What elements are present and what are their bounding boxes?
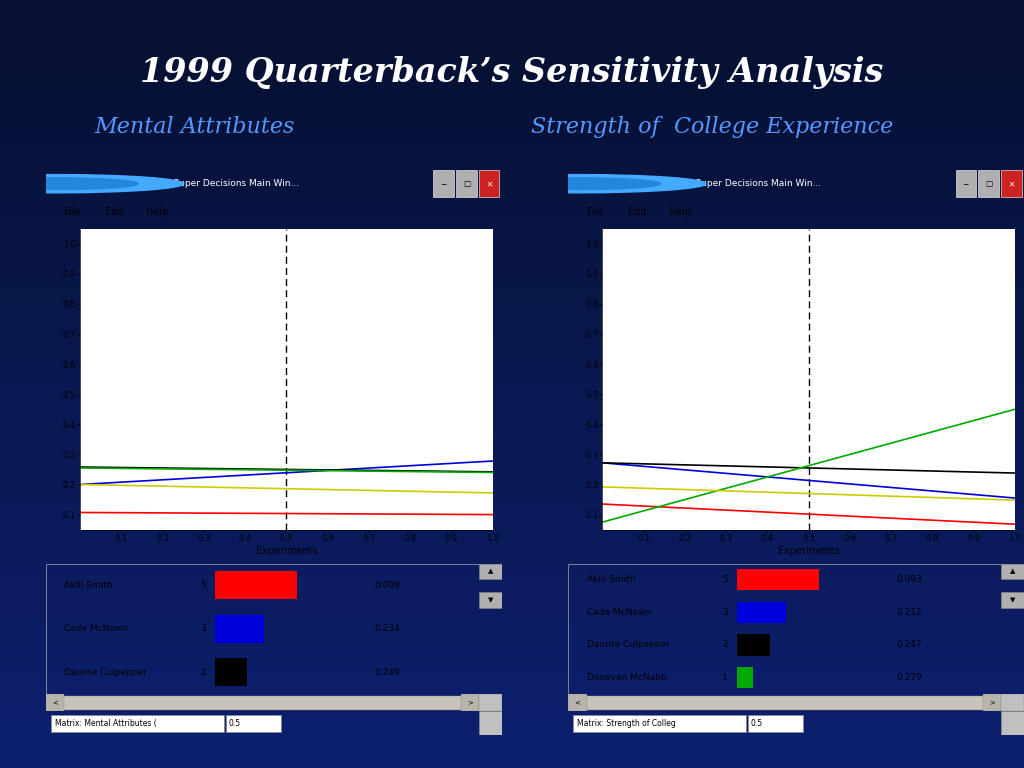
Text: 3: 3 xyxy=(200,624,206,633)
Text: File: File xyxy=(65,207,81,217)
Bar xyxy=(479,592,502,607)
Text: Cade McNown: Cade McNown xyxy=(587,608,650,617)
Bar xyxy=(433,170,454,197)
Text: ✕: ✕ xyxy=(1009,179,1015,188)
Text: 1999 Quarterback’s Sensitivity Analysis: 1999 Quarterback’s Sensitivity Analysis xyxy=(140,57,884,89)
Circle shape xyxy=(0,178,138,190)
Circle shape xyxy=(497,178,660,190)
Bar xyxy=(479,564,502,579)
Text: ▼: ▼ xyxy=(487,597,493,603)
Text: 0.5: 0.5 xyxy=(751,719,763,728)
X-axis label: Experiments: Experiments xyxy=(778,545,840,555)
Bar xyxy=(215,614,264,643)
Bar xyxy=(568,696,1024,710)
Bar xyxy=(479,694,502,711)
Text: Strength of  College Experience: Strength of College Experience xyxy=(530,116,893,137)
Text: ─: ─ xyxy=(441,179,446,188)
Bar xyxy=(479,711,502,735)
Text: 0.5: 0.5 xyxy=(228,719,241,728)
Bar xyxy=(983,694,1001,711)
Bar xyxy=(1001,694,1024,711)
Bar xyxy=(226,715,281,732)
Bar xyxy=(1001,711,1024,735)
Bar xyxy=(737,602,786,623)
Bar xyxy=(737,569,819,591)
Text: ─: ─ xyxy=(964,179,969,188)
Bar xyxy=(479,170,500,197)
Bar xyxy=(1001,564,1024,579)
Text: Donovan McNabb: Donovan McNabb xyxy=(587,673,667,682)
Text: 0.212: 0.212 xyxy=(896,608,922,617)
Text: 0.093: 0.093 xyxy=(896,575,923,584)
Text: <: < xyxy=(574,700,581,706)
Text: Daunte Culpepper: Daunte Culpepper xyxy=(65,667,147,677)
Text: Edit: Edit xyxy=(628,207,646,217)
Bar xyxy=(979,170,999,197)
Text: Sensitivity analysis for Super Decisions Main Win...: Sensitivity analysis for Super Decisions… xyxy=(68,179,299,188)
Text: Daunte Culpepper: Daunte Culpepper xyxy=(587,641,670,650)
Text: 5: 5 xyxy=(200,581,206,590)
X-axis label: Experiments: Experiments xyxy=(256,545,317,555)
Text: >: > xyxy=(989,700,995,706)
Text: Sensitivity analysis for Super Decisions Main Win...: Sensitivity analysis for Super Decisions… xyxy=(590,179,821,188)
Text: 3: 3 xyxy=(722,608,728,617)
Text: Cade McNown: Cade McNown xyxy=(65,624,128,633)
Text: Help: Help xyxy=(669,207,691,217)
Bar xyxy=(737,634,770,656)
Bar xyxy=(461,694,479,711)
Bar xyxy=(456,170,477,197)
Text: ▼: ▼ xyxy=(1010,597,1015,603)
Text: 0.234: 0.234 xyxy=(374,624,399,633)
Bar xyxy=(737,667,754,688)
Text: Help: Help xyxy=(146,207,169,217)
Text: 2: 2 xyxy=(722,641,728,650)
Text: Mental Attributes: Mental Attributes xyxy=(94,116,295,137)
Bar xyxy=(215,658,248,686)
Text: <: < xyxy=(52,700,58,706)
Text: Akili Smith: Akili Smith xyxy=(65,581,113,590)
Bar xyxy=(749,715,803,732)
Text: 5: 5 xyxy=(722,575,728,584)
Text: □: □ xyxy=(463,179,470,188)
Bar xyxy=(50,715,224,732)
Text: Edit: Edit xyxy=(105,207,124,217)
Bar xyxy=(572,715,746,732)
Text: □: □ xyxy=(985,179,992,188)
Text: 0.249: 0.249 xyxy=(374,667,399,677)
Bar xyxy=(215,571,297,599)
Text: 0.099: 0.099 xyxy=(374,581,400,590)
Text: 0.247: 0.247 xyxy=(896,641,922,650)
Bar xyxy=(46,696,502,710)
Bar xyxy=(568,694,587,711)
Text: ▲: ▲ xyxy=(487,568,493,574)
Text: File: File xyxy=(587,207,603,217)
Bar xyxy=(46,694,65,711)
Bar xyxy=(1001,592,1024,607)
Text: Akili Smith: Akili Smith xyxy=(587,575,635,584)
Text: ✕: ✕ xyxy=(486,179,493,188)
Circle shape xyxy=(0,174,183,193)
Bar xyxy=(1001,170,1022,197)
Circle shape xyxy=(451,174,706,193)
Text: Matrix: Strength of Colleg: Matrix: Strength of Colleg xyxy=(578,719,676,728)
Text: 2: 2 xyxy=(200,667,206,677)
Text: 1: 1 xyxy=(722,673,728,682)
Bar xyxy=(955,170,976,197)
Text: ▲: ▲ xyxy=(1010,568,1015,574)
Text: 0.279: 0.279 xyxy=(896,673,923,682)
Text: >: > xyxy=(467,700,473,706)
Text: Matrix: Mental Attributes (: Matrix: Mental Attributes ( xyxy=(55,719,157,728)
